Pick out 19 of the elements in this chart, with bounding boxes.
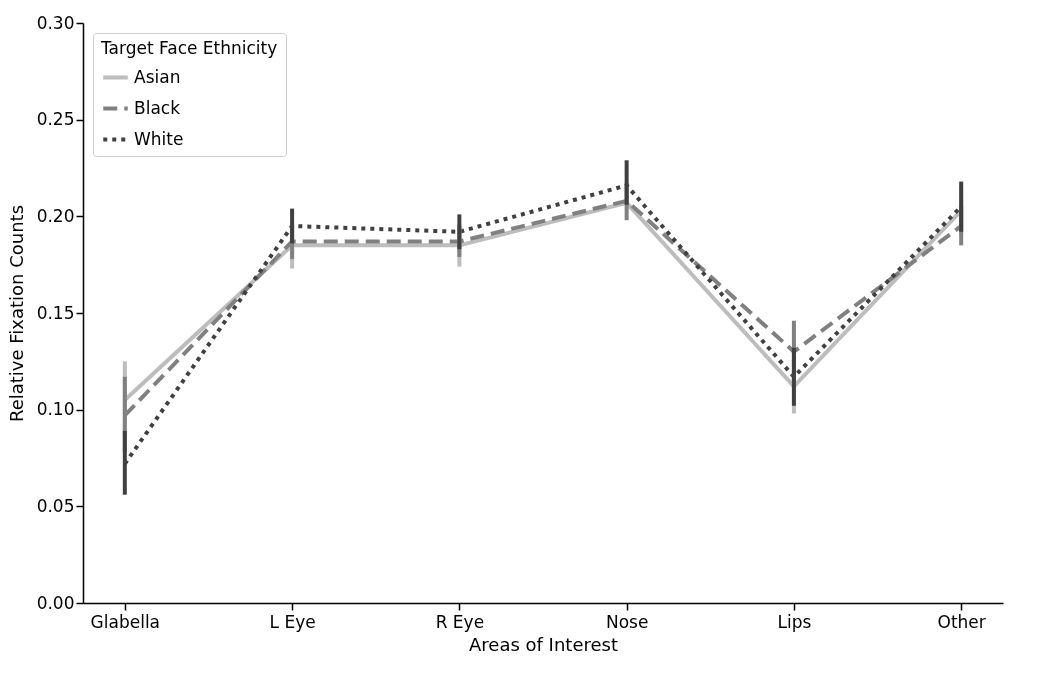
x-tick-label: Nose [605, 611, 649, 632]
y-axis-title: Relative Fixation Counts [5, 204, 27, 423]
legend-label: Black [134, 97, 181, 118]
x-axis-title: Areas of Interest [469, 633, 618, 655]
x-tick-label: Glabella [90, 611, 161, 632]
legend-label: Asian [134, 66, 181, 87]
y-tick-label: 0.00 [36, 592, 75, 613]
y-tick-label: 0.10 [36, 399, 75, 420]
y-tick-label: 0.05 [36, 495, 75, 516]
y-tick-label: 0.30 [36, 12, 75, 33]
x-tick-label: R Eye [435, 611, 485, 632]
y-tick-label: 0.25 [36, 109, 75, 130]
y-tick-label: 0.20 [36, 205, 75, 226]
y-tick-label: 0.15 [36, 302, 75, 323]
legend-label: White [134, 128, 184, 149]
x-tick-label: Other [937, 611, 986, 632]
x-tick-label: L Eye [269, 611, 316, 632]
legend-title: Target Face Ethnicity [100, 38, 278, 58]
x-tick-label: Lips [777, 611, 812, 632]
